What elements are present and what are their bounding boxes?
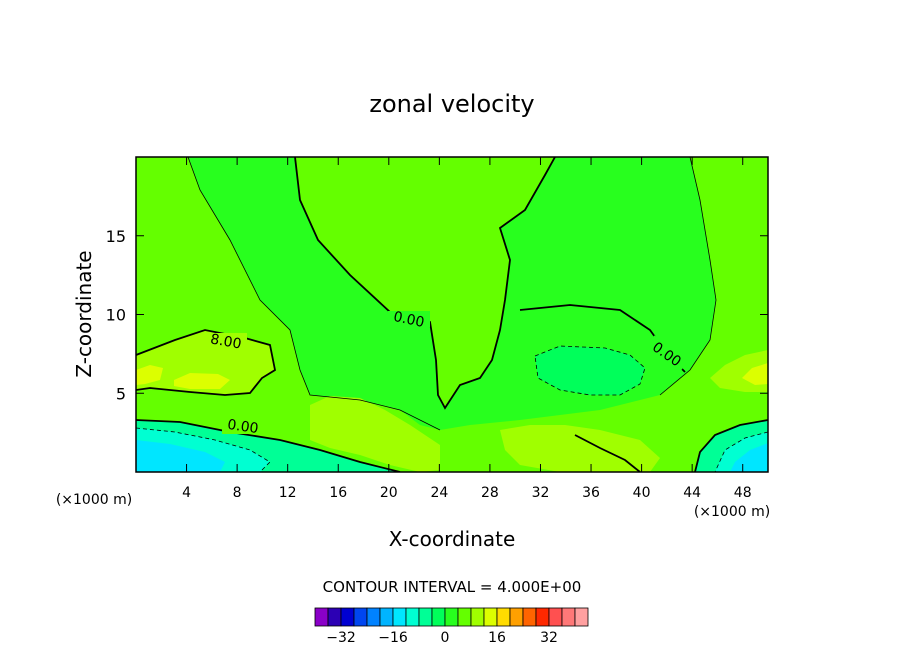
colorbar-swatch	[444, 607, 459, 627]
colorbar-tick-label: 0	[441, 630, 450, 646]
colorbar-swatch	[405, 607, 420, 627]
x-tick-label: 8	[233, 485, 242, 501]
colorbar-swatch	[353, 607, 368, 627]
y-tick-label: 5	[116, 384, 126, 403]
contour-label-bg	[388, 311, 430, 327]
y-axis-label: Z-coordinate	[72, 250, 96, 377]
colorbar-swatch	[496, 607, 511, 627]
x-tick-label: 28	[481, 485, 499, 501]
x-unit-label-left: (×1000 m)	[56, 492, 132, 508]
colorbar-swatch	[574, 607, 589, 627]
field-region	[136, 440, 225, 472]
colorbar-swatch	[340, 607, 355, 627]
colorbar: −32 −16 0 16 32	[314, 607, 589, 646]
colorbar-swatch	[522, 607, 537, 627]
y-tick-label: 10	[106, 306, 126, 325]
field-region	[310, 396, 440, 472]
contour-label: 8.00	[209, 331, 242, 352]
contour-fill	[136, 157, 768, 472]
colorbar-swatch	[509, 607, 524, 627]
x-axis-label: X-coordinate	[389, 527, 516, 551]
x-tick-label: 16	[329, 485, 347, 501]
colorbar-swatch	[548, 607, 563, 627]
contour-line	[714, 431, 768, 472]
colorbar-swatch	[457, 607, 472, 627]
contour-line	[136, 329, 277, 396]
chart-title: zonal velocity	[369, 90, 534, 118]
contour-line	[574, 434, 641, 472]
contour-line	[136, 419, 401, 472]
colorbar-swatch	[431, 607, 446, 627]
colorbar-swatch	[366, 607, 381, 627]
colorbar-swatch	[392, 607, 407, 627]
x-tick-label: 32	[532, 485, 550, 501]
colorbar-tick-label: 32	[540, 630, 558, 646]
field-region	[174, 373, 230, 389]
colorbar-swatch	[327, 607, 342, 627]
colorbar-swatch	[379, 607, 394, 627]
y-tick-label: 15	[106, 227, 126, 246]
x-tick-label: 44	[683, 485, 701, 501]
contour-line	[534, 345, 646, 396]
colorbar-swatch	[483, 607, 498, 627]
contour-line	[659, 157, 717, 396]
contour-label: 0.00	[226, 417, 259, 437]
x-tick-label: 40	[633, 485, 651, 501]
field-region	[535, 346, 645, 395]
x-tick-label: 20	[380, 485, 398, 501]
contour-line	[294, 157, 556, 410]
field-region	[500, 425, 660, 472]
field-region	[742, 363, 768, 385]
y-axis: 5 10 15	[106, 227, 768, 403]
contour-interval-text: CONTOUR INTERVAL = 4.000E+00	[323, 578, 582, 596]
contour-label-bg	[645, 335, 689, 373]
x-axis: 4 8 12 16 20 24 28 32 36 40 44 48	[182, 157, 752, 501]
x-tick-label: 12	[279, 485, 297, 501]
colorbar-tick-label: −32	[326, 630, 356, 646]
x-tick-label: 48	[734, 485, 752, 501]
contour-label: 0.00	[392, 309, 426, 331]
colorbar-swatch	[314, 607, 329, 627]
contour-lines	[136, 157, 768, 472]
field-region	[136, 365, 163, 385]
contour-label-bg	[222, 418, 264, 434]
colorbar-tick-label: −16	[378, 630, 408, 646]
colorbar-swatch	[561, 607, 576, 627]
x-unit-label-right: (×1000 m)	[694, 504, 770, 520]
x-tick-label: 36	[582, 485, 600, 501]
colorbar-swatch	[470, 607, 485, 627]
colorbar-swatch	[418, 607, 433, 627]
x-tick-label: 4	[182, 485, 191, 501]
x-tick-label: 24	[430, 485, 448, 501]
colorbar-tick-label: 16	[488, 630, 506, 646]
contour-label-bg	[205, 333, 247, 349]
contour-line	[136, 427, 271, 472]
contour-line	[694, 419, 768, 472]
colorbar-swatch	[535, 607, 550, 627]
contour-line	[187, 157, 441, 431]
field-region	[730, 443, 768, 472]
